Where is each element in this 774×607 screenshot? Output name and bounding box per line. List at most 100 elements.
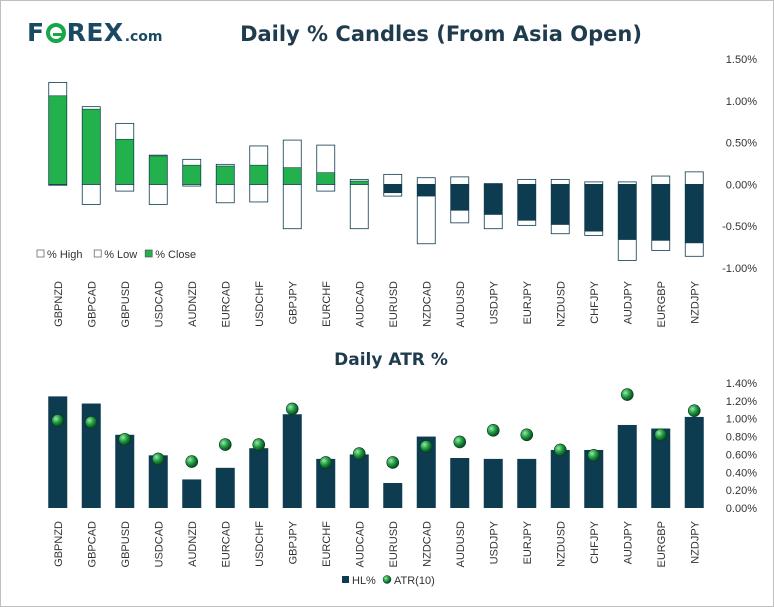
chart2-category-label: AUDNZD xyxy=(187,521,199,567)
hl-bar xyxy=(148,455,168,508)
chart2-y-tick: 0.60% xyxy=(726,449,757,461)
atr-marker xyxy=(84,415,98,429)
chart2-y-tick: 1.00% xyxy=(726,414,757,426)
chart1-y-tick: 1.00% xyxy=(726,96,757,108)
close-bar xyxy=(148,155,168,185)
atr-marker xyxy=(419,440,433,453)
hl-bar xyxy=(215,467,235,508)
hl-bar xyxy=(349,454,369,508)
atr-marker xyxy=(118,432,132,446)
chart2-category-label: GBPNZD xyxy=(53,521,65,567)
chart2-category-label: CHFJPY xyxy=(589,520,601,563)
legend-label: HL% xyxy=(352,575,376,587)
hl-bar xyxy=(416,436,436,508)
low-bar xyxy=(215,183,235,204)
close-bar xyxy=(48,95,68,185)
chart1-y-tick: 1.50% xyxy=(726,54,757,66)
hl-bar xyxy=(584,449,604,508)
atr-marker xyxy=(352,447,366,460)
chart2-y-tick: 0.00% xyxy=(726,503,757,515)
chart1-category-label: EURCHF xyxy=(321,281,333,327)
logo-o-icon xyxy=(45,23,66,43)
low-bar xyxy=(349,183,369,230)
hl-bar xyxy=(684,416,704,508)
atr-marker xyxy=(553,443,567,457)
chart2-category-label: NZDCAD xyxy=(421,521,433,567)
atr-marker xyxy=(687,404,701,417)
close-bar xyxy=(550,184,570,225)
hl-bar xyxy=(517,458,537,508)
close-bar xyxy=(651,184,671,241)
chart1-title: Daily % Candles (From Asia Open) xyxy=(240,22,642,46)
hl-bar xyxy=(617,424,637,508)
close-bar xyxy=(517,184,537,221)
chart1-category-label: EURGBP xyxy=(656,281,668,327)
chart1-category-label: AUDNZD xyxy=(187,281,199,327)
hl-bar xyxy=(550,449,570,508)
chart2-category-label: USDJPY xyxy=(488,520,500,564)
close-bar xyxy=(383,184,403,194)
close-bar xyxy=(316,172,336,185)
legend-label: ATR(10) xyxy=(394,575,435,587)
hl-bar xyxy=(450,458,470,508)
chart2-category-label: GBPCAD xyxy=(86,521,98,568)
atr-marker xyxy=(587,449,601,462)
legend-swatch xyxy=(382,575,392,584)
high-bar xyxy=(383,173,403,185)
legend-label: % Low xyxy=(104,249,137,261)
chart2-category-label: AUDUSD xyxy=(455,521,467,568)
atr-marker xyxy=(654,428,668,442)
atr-marker xyxy=(453,435,467,449)
chart2-category-label: AUDJPY xyxy=(622,520,634,564)
chart2-y-tick: 0.20% xyxy=(726,485,757,497)
low-bar xyxy=(249,183,269,203)
chart1-category-label: GBPNZD xyxy=(53,281,65,327)
hl-bar xyxy=(182,479,202,508)
atr-marker xyxy=(386,456,400,469)
low-bar xyxy=(148,183,168,205)
atr-marker xyxy=(218,438,232,451)
hl-bar xyxy=(81,403,101,508)
chart1-category-label: USDCHF xyxy=(254,281,266,327)
legend-swatch xyxy=(144,249,153,258)
close-bar xyxy=(249,164,269,185)
chart1-category-label: EURCAD xyxy=(220,281,232,328)
chart2-category-label: USDCHF xyxy=(254,521,266,567)
close-bar xyxy=(215,165,235,185)
chart1-category-label: NZDUSD xyxy=(555,281,567,327)
atr-marker xyxy=(252,438,266,451)
chart1-category-label: USDJPY xyxy=(488,280,500,324)
chart1-y-tick: 0.00% xyxy=(726,179,757,191)
legend-label: % Close xyxy=(155,249,196,261)
legend-swatch xyxy=(342,576,349,583)
chart2-category-label: EURCHF xyxy=(321,521,333,567)
chart2-category-label: EURCAD xyxy=(220,521,232,568)
hl-bar xyxy=(651,428,671,508)
chart1-y-tick: 0.50% xyxy=(726,138,757,150)
close-bar xyxy=(483,184,503,215)
close-bar xyxy=(584,184,604,232)
atr-marker xyxy=(520,428,534,442)
logo-text: F REX xyxy=(27,18,124,47)
close-bar xyxy=(617,184,637,240)
low-bar xyxy=(81,183,101,205)
chart1-category-label: EURUSD xyxy=(388,281,400,328)
chart1-y-tick: -0.50% xyxy=(722,221,757,233)
chart1-category-label: EURJPY xyxy=(522,280,534,324)
high-bar xyxy=(651,175,671,185)
chart1-category-label: CHFJPY xyxy=(589,280,601,323)
low-bar xyxy=(316,183,336,192)
chart2-category-label: NZDUSD xyxy=(555,521,567,567)
hl-bar xyxy=(383,483,403,508)
chart1-category-label: USDCAD xyxy=(153,281,165,328)
legend-swatch xyxy=(36,249,45,258)
high-bar xyxy=(416,177,436,185)
chart2-category-label: AUDCAD xyxy=(354,521,366,568)
close-bar xyxy=(684,184,704,244)
hl-bar xyxy=(282,414,302,508)
chart1-category-label: GBPJPY xyxy=(287,280,299,324)
close-bar xyxy=(282,167,302,185)
chart2-category-label: EURGBP xyxy=(656,521,668,567)
